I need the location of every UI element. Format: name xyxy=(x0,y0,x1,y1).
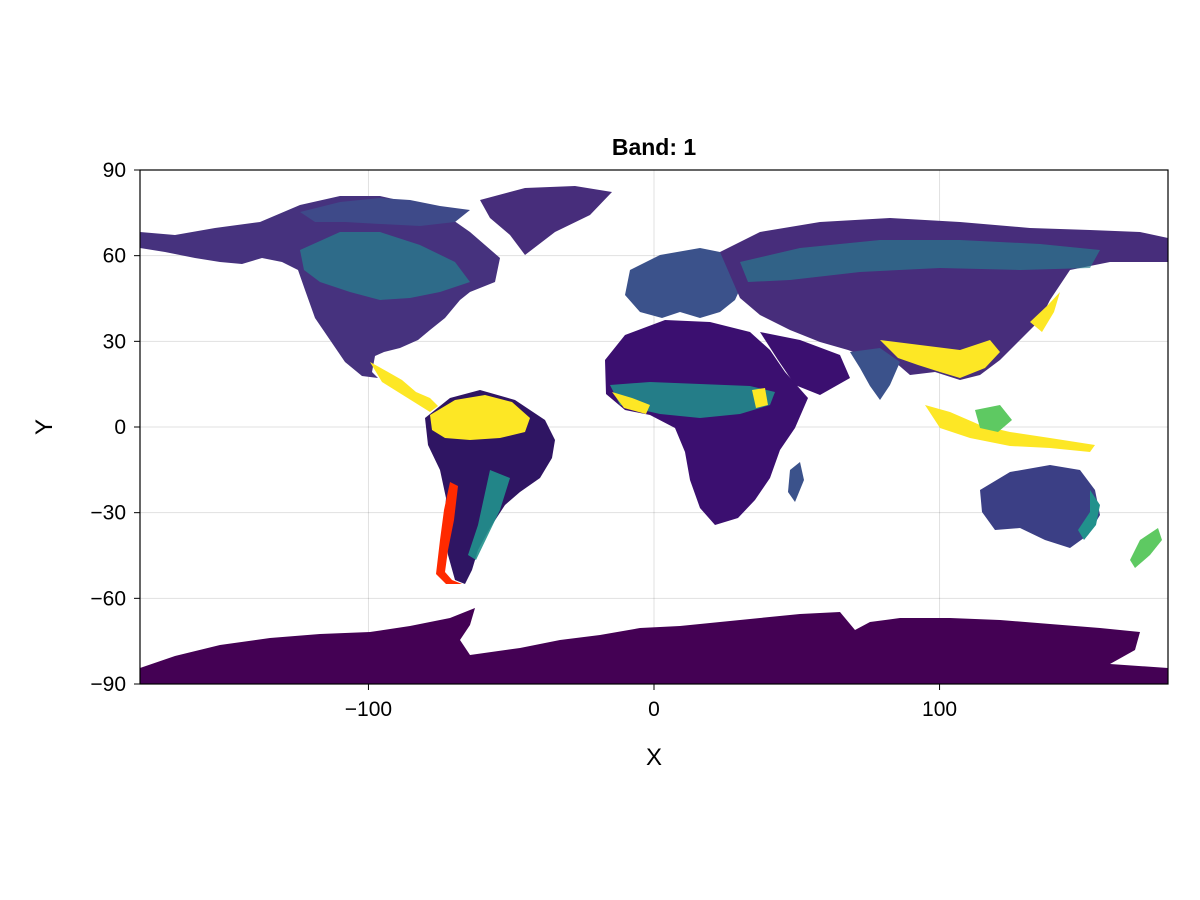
y-axis-title: Y xyxy=(31,419,58,435)
south-east-asia-high xyxy=(880,340,1000,378)
y-tick-label: 90 xyxy=(103,159,126,182)
africa-landmass xyxy=(605,320,808,525)
west-africa-coast xyxy=(612,392,650,414)
sahel-green-band xyxy=(610,382,775,418)
arctic-islands xyxy=(300,198,470,226)
borneo xyxy=(975,405,1012,432)
north-america-landmass xyxy=(140,196,500,378)
indonesia-islands xyxy=(925,405,1095,452)
greenland-landmass xyxy=(480,186,612,255)
y-tick-label: 0 xyxy=(114,416,126,439)
y-tick-label: −60 xyxy=(90,587,126,610)
y-tick-label: 60 xyxy=(103,245,126,268)
antarctica-landmass xyxy=(140,608,1168,684)
india-subcontinent xyxy=(850,348,900,400)
x-tick-label: 0 xyxy=(648,698,660,721)
australia-east-coast xyxy=(1078,490,1100,540)
siberia-taiga-band xyxy=(740,240,1100,282)
y-tick-label: −90 xyxy=(90,673,126,696)
y-tick-label: 30 xyxy=(103,330,126,353)
x-axis-title: X xyxy=(646,744,662,771)
central-america-landmass xyxy=(370,362,438,412)
north-america-forest-band xyxy=(300,232,470,300)
x-axis-ticks: −100 0 100 xyxy=(345,684,957,721)
x-tick-label: 100 xyxy=(922,698,957,721)
europe-landmass xyxy=(625,248,745,318)
east-africa-highlands xyxy=(752,388,768,408)
y-axis-ticks: 90 60 30 0 −30 −60 −90 xyxy=(90,159,140,696)
plot-title: Band: 1 xyxy=(612,134,697,160)
japan-islands xyxy=(1030,292,1060,332)
raster-layer xyxy=(140,186,1168,684)
chile-high-values xyxy=(436,482,462,584)
arabian-peninsula xyxy=(760,332,850,395)
y-tick-label: −30 xyxy=(90,502,126,525)
australia-landmass xyxy=(980,465,1100,548)
new-zealand xyxy=(1130,528,1162,568)
x-tick-label: −100 xyxy=(345,698,392,721)
south-america-east-coast xyxy=(468,470,510,560)
amazon-rainforest xyxy=(430,395,530,440)
madagascar xyxy=(788,462,804,502)
